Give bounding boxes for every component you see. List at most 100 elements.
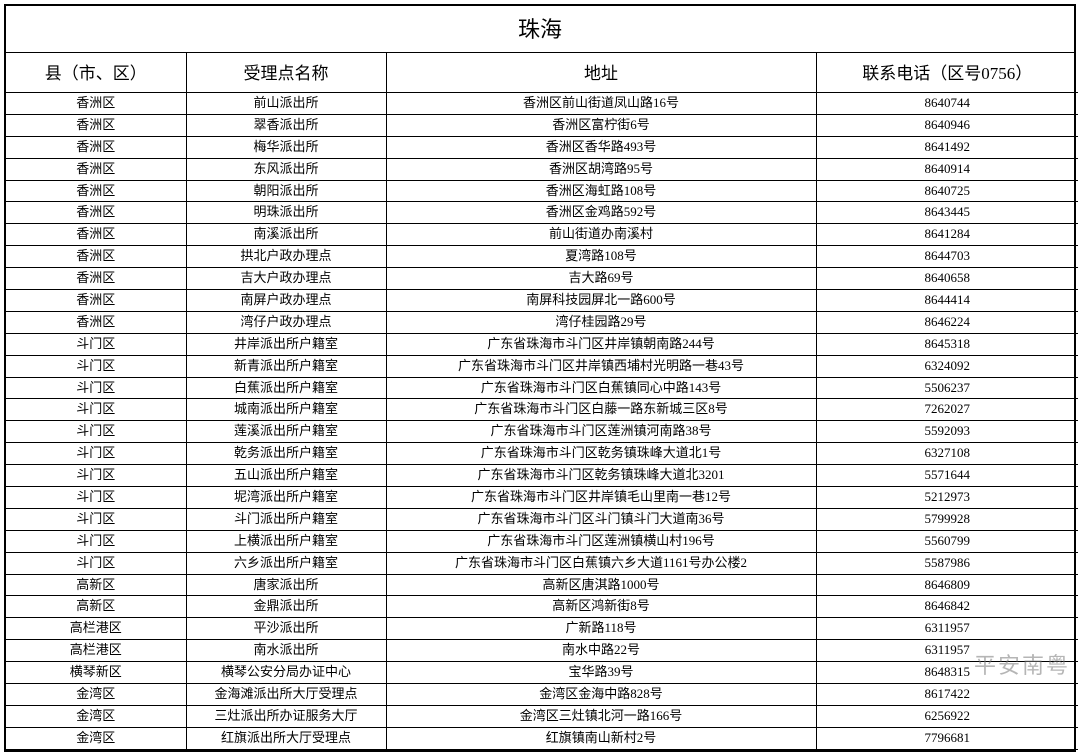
table-row: 斗门区乾务派出所户籍室广东省珠海市斗门区乾务镇珠峰大道北1号6327108	[6, 443, 1078, 465]
table-cell: 五山派出所户籍室	[186, 465, 386, 487]
table-cell: 梅华派出所	[186, 136, 386, 158]
table-row: 金湾区金海滩派出所大厅受理点金湾区金海中路828号8617422	[6, 684, 1078, 706]
table-cell: 高新区	[6, 596, 186, 618]
table-body: 香洲区前山派出所香洲区前山街道凤山路16号8640744香洲区翠香派出所香洲区富…	[6, 93, 1078, 750]
table-cell: 白蕉派出所户籍室	[186, 377, 386, 399]
table-row: 香洲区前山派出所香洲区前山街道凤山路16号8640744	[6, 93, 1078, 115]
table-cell: 夏湾路108号	[386, 246, 816, 268]
table-row: 斗门区白蕉派出所户籍室广东省珠海市斗门区白蕉镇同心中路143号5506237	[6, 377, 1078, 399]
table-cell: 8645318	[816, 333, 1078, 355]
table-cell: 8640914	[816, 158, 1078, 180]
table-cell: 香洲区	[6, 158, 186, 180]
table-cell: 8640725	[816, 180, 1078, 202]
table-cell: 8646842	[816, 596, 1078, 618]
table-cell: 香洲区	[6, 268, 186, 290]
table-cell: 香洲区前山街道凤山路16号	[386, 93, 816, 115]
table-cell: 金湾区	[6, 684, 186, 706]
table-row: 斗门区上横派出所户籍室广东省珠海市斗门区莲洲镇横山村196号5560799	[6, 530, 1078, 552]
table-row: 香洲区梅华派出所香洲区香华路493号8641492	[6, 136, 1078, 158]
table-cell: 8646809	[816, 574, 1078, 596]
table-cell: 广东省珠海市斗门区莲洲镇横山村196号	[386, 530, 816, 552]
table-cell: 湾仔桂园路29号	[386, 311, 816, 333]
table-cell: 香洲区	[6, 246, 186, 268]
table-cell: 湾仔户政办理点	[186, 311, 386, 333]
col-header-district: 县（市、区）	[6, 53, 186, 93]
table-cell: 香洲区香华路493号	[386, 136, 816, 158]
table-cell: 金湾区金海中路828号	[386, 684, 816, 706]
table-cell: 南水中路22号	[386, 640, 816, 662]
table-cell: 香洲区	[6, 93, 186, 115]
table-row: 斗门区斗门派出所户籍室广东省珠海市斗门区斗门镇斗门大道南36号5799928	[6, 508, 1078, 530]
table-cell: 广东省珠海市斗门区斗门镇斗门大道南36号	[386, 508, 816, 530]
table-cell: 莲溪派出所户籍室	[186, 421, 386, 443]
table-row: 斗门区城南派出所户籍室广东省珠海市斗门区白藤一路东新城三区8号7262027	[6, 399, 1078, 421]
table-cell: 南屏户政办理点	[186, 290, 386, 312]
table-cell: 5212973	[816, 487, 1078, 509]
table-row: 香洲区南溪派出所前山街道办南溪村8641284	[6, 224, 1078, 246]
table-cell: 8643445	[816, 202, 1078, 224]
table-cell: 斗门区	[6, 377, 186, 399]
table-cell: 6256922	[816, 705, 1078, 727]
table-row: 香洲区南屏户政办理点南屏科技园屏北一路600号8644414	[6, 290, 1078, 312]
table-title: 珠海	[6, 6, 1074, 53]
table-cell: 横琴新区	[6, 662, 186, 684]
table-cell: 香洲区	[6, 224, 186, 246]
table-row: 斗门区新青派出所户籍室广东省珠海市斗门区井岸镇西埔村光明路一巷43号632409…	[6, 355, 1078, 377]
table-cell: 金海滩派出所大厅受理点	[186, 684, 386, 706]
table-cell: 金湾区	[6, 705, 186, 727]
table-row: 高栏港区平沙派出所广新路118号6311957	[6, 618, 1078, 640]
table-cell: 6324092	[816, 355, 1078, 377]
table-cell: 香洲区富柠街6号	[386, 114, 816, 136]
table-cell: 5571644	[816, 465, 1078, 487]
table-cell: 8617422	[816, 684, 1078, 706]
header-row: 县（市、区） 受理点名称 地址 联系电话（区号0756）	[6, 53, 1078, 93]
table-cell: 香洲区金鸡路592号	[386, 202, 816, 224]
table-row: 香洲区明珠派出所香洲区金鸡路592号8643445	[6, 202, 1078, 224]
table-cell: 乾务派出所户籍室	[186, 443, 386, 465]
table-cell: 5587986	[816, 552, 1078, 574]
table-row: 高栏港区南水派出所南水中路22号6311957	[6, 640, 1078, 662]
table-cell: 6311957	[816, 618, 1078, 640]
table-cell: 横琴公安分局办证中心	[186, 662, 386, 684]
table-row: 金湾区红旗派出所大厅受理点红旗镇南山新村2号7796681	[6, 727, 1078, 749]
table-cell: 香洲区胡湾路95号	[386, 158, 816, 180]
table-cell: 斗门区	[6, 355, 186, 377]
table-cell: 香洲区	[6, 311, 186, 333]
table-cell: 5592093	[816, 421, 1078, 443]
table-cell: 8640744	[816, 93, 1078, 115]
table-cell: 广东省珠海市斗门区乾务镇珠峰大道北1号	[386, 443, 816, 465]
table-cell: 斗门区	[6, 552, 186, 574]
table-cell: 5506237	[816, 377, 1078, 399]
table-cell: 斗门区	[6, 465, 186, 487]
table-cell: 新青派出所户籍室	[186, 355, 386, 377]
col-header-address: 地址	[386, 53, 816, 93]
col-header-office: 受理点名称	[186, 53, 386, 93]
table-cell: 斗门区	[6, 487, 186, 509]
table-row: 香洲区湾仔户政办理点湾仔桂园路29号8646224	[6, 311, 1078, 333]
table-container: 珠海 县（市、区） 受理点名称 地址 联系电话（区号0756） 香洲区前山派出所…	[4, 4, 1076, 752]
table-row: 香洲区拱北户政办理点夏湾路108号8644703	[6, 246, 1078, 268]
table-cell: 东风派出所	[186, 158, 386, 180]
data-table: 县（市、区） 受理点名称 地址 联系电话（区号0756） 香洲区前山派出所香洲区…	[6, 53, 1078, 750]
table-cell: 三灶派出所办证服务大厅	[186, 705, 386, 727]
table-cell: 斗门区	[6, 399, 186, 421]
table-row: 香洲区翠香派出所香洲区富柠街6号8640946	[6, 114, 1078, 136]
table-cell: 斗门区	[6, 508, 186, 530]
table-cell: 广东省珠海市斗门区乾务镇珠峰大道北3201	[386, 465, 816, 487]
table-cell: 香洲区	[6, 114, 186, 136]
table-row: 斗门区坭湾派出所户籍室广东省珠海市斗门区井岸镇毛山里南一巷12号5212973	[6, 487, 1078, 509]
table-cell: 井岸派出所户籍室	[186, 333, 386, 355]
table-cell: 8641492	[816, 136, 1078, 158]
table-row: 金湾区三灶派出所办证服务大厅金湾区三灶镇北河一路166号6256922	[6, 705, 1078, 727]
table-cell: 8648315	[816, 662, 1078, 684]
table-cell: 8644414	[816, 290, 1078, 312]
table-cell: 红旗镇南山新村2号	[386, 727, 816, 749]
table-cell: 南水派出所	[186, 640, 386, 662]
table-cell: 高新区	[6, 574, 186, 596]
table-row: 香洲区朝阳派出所香洲区海虹路108号8640725	[6, 180, 1078, 202]
table-row: 高新区金鼎派出所高新区鸿新街8号8646842	[6, 596, 1078, 618]
table-cell: 南溪派出所	[186, 224, 386, 246]
col-header-phone: 联系电话（区号0756）	[816, 53, 1078, 93]
table-cell: 广东省珠海市斗门区井岸镇毛山里南一巷12号	[386, 487, 816, 509]
table-cell: 斗门区	[6, 421, 186, 443]
